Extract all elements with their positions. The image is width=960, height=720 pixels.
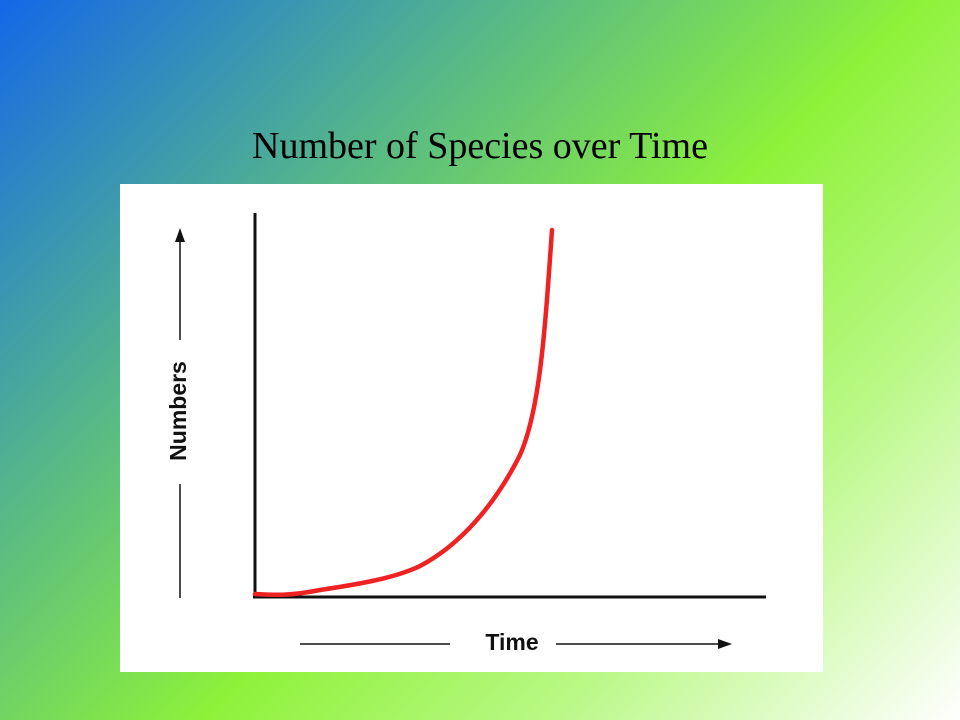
x-arrowhead [718, 639, 732, 649]
y-axis-label: Numbers [165, 361, 191, 461]
diagram-panel [120, 184, 823, 672]
y-arrowhead [175, 228, 185, 242]
x-axis-label: Time [485, 629, 538, 655]
slide-title: Number of Species over Time [252, 125, 708, 167]
growth-curve [252, 227, 555, 597]
